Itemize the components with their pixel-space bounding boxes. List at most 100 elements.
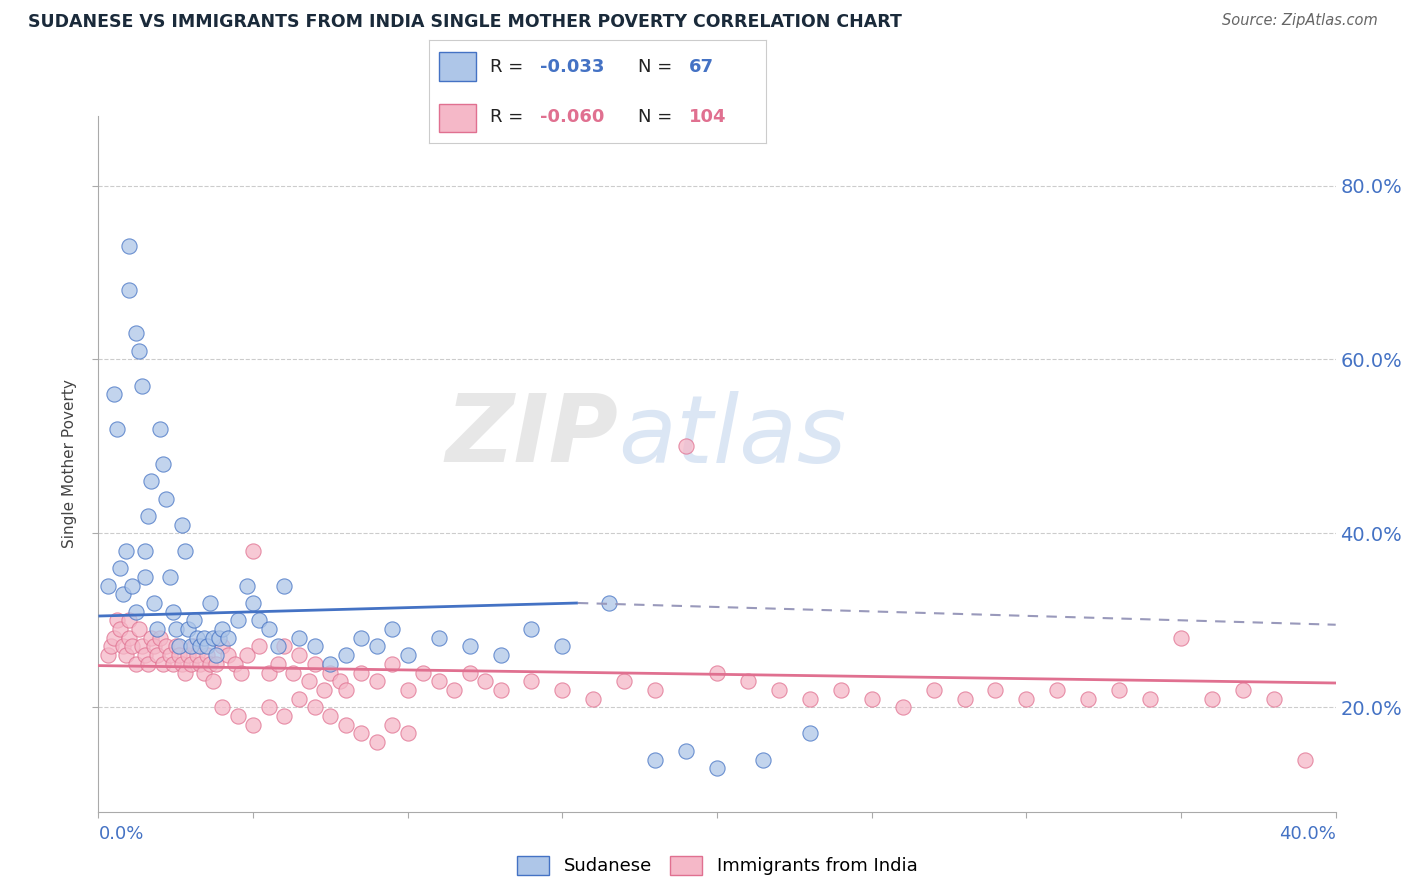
Point <box>205 657 228 671</box>
Text: -0.060: -0.060 <box>540 108 605 126</box>
Point <box>211 640 233 654</box>
Point <box>124 326 146 341</box>
Point <box>474 674 496 689</box>
Point <box>174 665 197 680</box>
Point <box>396 726 419 740</box>
Point <box>304 640 326 654</box>
Point <box>134 570 156 584</box>
Point <box>118 614 141 628</box>
Point <box>180 640 202 654</box>
Point <box>136 657 159 671</box>
Point <box>427 674 450 689</box>
Text: 40.0%: 40.0% <box>1279 825 1336 843</box>
Text: 104: 104 <box>689 108 725 126</box>
Point <box>105 614 128 628</box>
Point <box>1294 752 1316 766</box>
Point <box>118 283 141 297</box>
Point <box>830 683 852 698</box>
Point <box>350 726 373 740</box>
Point <box>247 640 270 654</box>
Legend: Sudanese, Immigrants from India: Sudanese, Immigrants from India <box>509 849 925 883</box>
Point <box>613 674 636 689</box>
Point <box>335 683 357 698</box>
Point <box>458 640 481 654</box>
Point <box>170 657 193 671</box>
Point <box>167 648 190 662</box>
Point <box>155 640 177 654</box>
Point <box>551 640 574 654</box>
Point <box>267 640 290 654</box>
Point <box>582 691 605 706</box>
Point <box>121 640 143 654</box>
Point <box>134 648 156 662</box>
Point <box>152 457 174 471</box>
Point <box>242 717 264 731</box>
Point <box>458 665 481 680</box>
Point <box>520 674 543 689</box>
Point <box>190 640 212 654</box>
Point <box>162 605 184 619</box>
Point <box>143 640 166 654</box>
Point <box>115 648 138 662</box>
Point <box>427 631 450 645</box>
Point <box>180 657 202 671</box>
Point <box>1108 683 1130 698</box>
Point <box>217 631 239 645</box>
Point <box>752 752 775 766</box>
Point <box>366 674 388 689</box>
FancyBboxPatch shape <box>439 103 477 132</box>
Point <box>165 622 187 636</box>
Point <box>799 691 821 706</box>
Point <box>118 631 141 645</box>
Point <box>298 674 321 689</box>
Point <box>319 657 342 671</box>
Point <box>675 744 697 758</box>
Text: ZIP: ZIP <box>446 390 619 482</box>
Point <box>1046 683 1069 698</box>
Point <box>146 622 169 636</box>
Point <box>108 561 131 575</box>
Point <box>381 622 404 636</box>
Point <box>112 640 135 654</box>
Point <box>335 717 357 731</box>
Point <box>236 648 259 662</box>
Point <box>304 657 326 671</box>
Point <box>283 665 305 680</box>
Point <box>103 387 125 401</box>
Point <box>675 440 697 453</box>
Point <box>489 683 512 698</box>
Point <box>288 631 311 645</box>
Point <box>366 735 388 749</box>
Point <box>128 622 150 636</box>
Point <box>97 578 120 592</box>
Point <box>860 691 883 706</box>
Text: 0.0%: 0.0% <box>98 825 143 843</box>
Point <box>208 631 231 645</box>
Point <box>598 596 620 610</box>
Point <box>236 578 259 592</box>
Point <box>273 640 295 654</box>
Point <box>183 614 205 628</box>
Point <box>706 761 728 775</box>
Point <box>121 578 143 592</box>
Point <box>131 378 153 392</box>
Point <box>170 517 193 532</box>
Point <box>198 596 221 610</box>
Text: 67: 67 <box>689 58 714 76</box>
Point <box>319 709 342 723</box>
Point <box>149 631 172 645</box>
Point <box>149 422 172 436</box>
Text: SUDANESE VS IMMIGRANTS FROM INDIA SINGLE MOTHER POVERTY CORRELATION CHART: SUDANESE VS IMMIGRANTS FROM INDIA SINGLE… <box>28 13 903 31</box>
Point <box>118 239 141 253</box>
Point <box>159 648 181 662</box>
Text: atlas: atlas <box>619 391 846 482</box>
Point <box>551 683 574 698</box>
Point <box>1139 691 1161 706</box>
Y-axis label: Single Mother Poverty: Single Mother Poverty <box>62 379 77 549</box>
Point <box>335 648 357 662</box>
Point <box>190 657 212 671</box>
Point <box>177 648 200 662</box>
Point <box>177 622 200 636</box>
Point <box>162 657 184 671</box>
Point <box>143 596 166 610</box>
